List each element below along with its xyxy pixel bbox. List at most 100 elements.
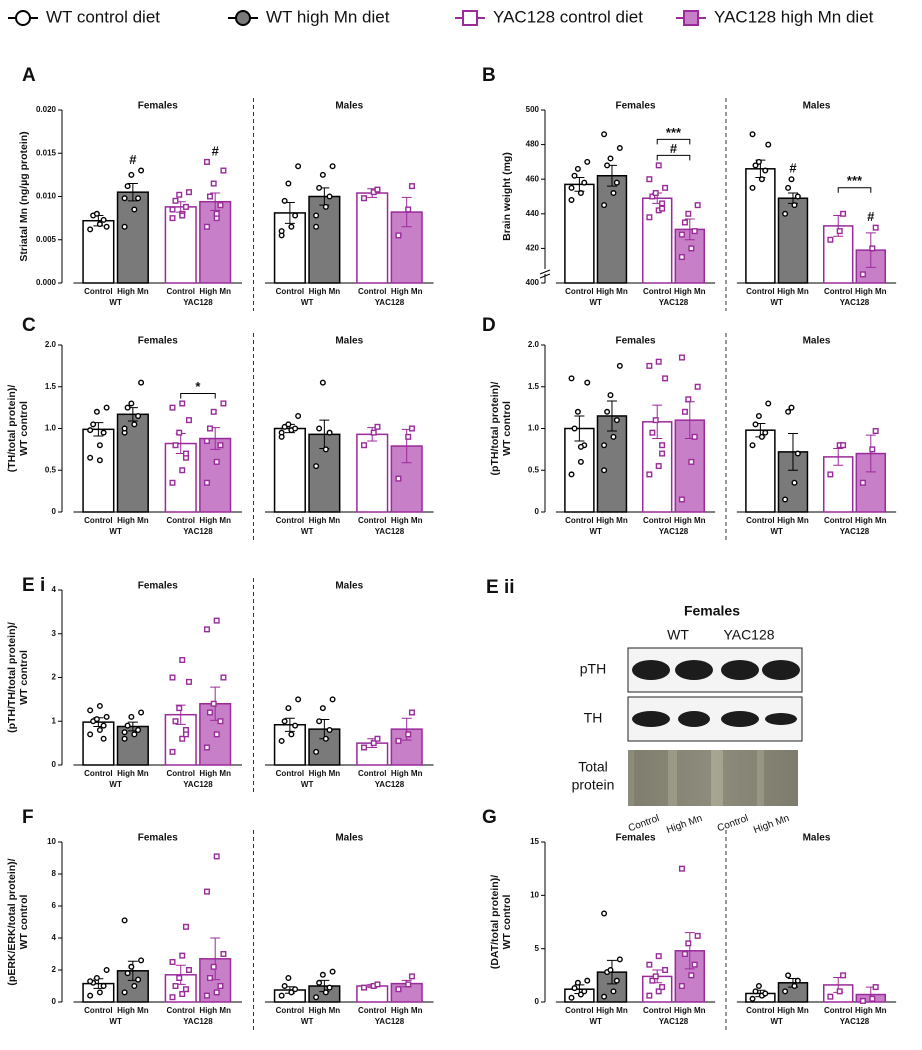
group-label: WT (301, 780, 314, 789)
data-point (601, 993, 608, 1000)
significance-label: # (789, 161, 797, 176)
data-point (788, 404, 795, 411)
data-point (135, 195, 142, 202)
y-tick-label: 420 (526, 244, 540, 253)
data-point (649, 193, 656, 200)
total-protein-lane (764, 750, 798, 806)
group-label: WT (109, 1017, 122, 1026)
data-point (678, 254, 685, 261)
data-point (601, 131, 608, 138)
data-point (405, 206, 412, 213)
data-point (169, 994, 176, 1001)
data-point (87, 731, 94, 738)
significance-bracket (837, 187, 872, 193)
data-point (607, 967, 614, 974)
significance-label: *** (666, 125, 682, 140)
data-point (217, 718, 224, 725)
data-point (103, 967, 110, 974)
data-point (128, 963, 135, 970)
data-point (329, 163, 336, 170)
data-point (688, 458, 695, 465)
group-label: YAC128 (375, 298, 405, 307)
data-point (128, 400, 135, 407)
data-point (121, 729, 128, 736)
data-point (96, 457, 103, 464)
data-point (93, 716, 100, 723)
data-point (360, 195, 367, 202)
data-point (749, 995, 756, 1002)
panel-label: D (482, 315, 496, 336)
x-tick-label: Control (84, 287, 112, 296)
data-point (374, 423, 381, 430)
data-point (292, 986, 299, 993)
data-point (121, 917, 128, 924)
data-point (694, 383, 701, 390)
y-tick-label: 0.015 (36, 148, 57, 157)
bar (164, 442, 197, 513)
data-point (765, 141, 772, 148)
data-point (869, 995, 876, 1002)
data-point (577, 458, 584, 465)
data-point (96, 702, 103, 709)
blot-row-label: protein (572, 777, 615, 793)
x-tick-label: High Mn (309, 516, 341, 525)
data-point (584, 379, 591, 386)
y-tick-label: 0 (52, 760, 57, 769)
data-point (749, 442, 756, 449)
data-point (836, 988, 843, 995)
y-axis-label: (pTH/total protein)/ (489, 381, 501, 475)
x-tick-label: Control (565, 287, 593, 296)
data-point (206, 975, 213, 982)
y-axis-label: Brain weight (mg) (501, 152, 513, 241)
data-point (610, 988, 617, 995)
data-point (785, 408, 792, 415)
lane-label: Control (627, 813, 661, 834)
section-title: Males (335, 336, 363, 347)
data-point (794, 450, 801, 457)
x-tick-label: Control (746, 287, 774, 296)
x-tick-label: Control (358, 769, 386, 778)
data-point (749, 131, 756, 138)
data-point (326, 193, 333, 200)
data-point (659, 205, 666, 212)
legend-marker (462, 10, 478, 26)
data-point (313, 223, 320, 230)
data-point (791, 479, 798, 486)
data-point (765, 400, 772, 407)
error-bar (787, 433, 798, 471)
data-point (374, 186, 381, 193)
legend-label: YAC128 control diet (493, 7, 643, 26)
data-point (758, 433, 765, 440)
data-point (295, 696, 302, 703)
data-point (762, 990, 769, 997)
data-point (131, 206, 138, 213)
data-point (220, 674, 227, 681)
x-tick-label: High Mn (391, 516, 423, 525)
data-point (213, 731, 220, 738)
data-point (210, 180, 217, 187)
data-point (278, 228, 285, 235)
section-title: Females (138, 581, 178, 592)
data-point (288, 989, 295, 996)
group-label: YAC128 (840, 1017, 870, 1026)
data-point (662, 375, 669, 382)
data-point (206, 193, 213, 200)
data-point (574, 165, 581, 172)
data-point (288, 223, 295, 230)
data-point (87, 454, 94, 461)
data-point (785, 184, 792, 191)
data-point (131, 731, 138, 738)
data-point (281, 983, 288, 990)
data-point (185, 967, 192, 974)
x-tick-label: Control (824, 287, 852, 296)
data-point (172, 718, 179, 725)
data-point (319, 971, 326, 978)
data-point (179, 657, 186, 664)
data-point (210, 700, 217, 707)
data-point (691, 433, 698, 440)
data-point (678, 865, 685, 872)
data-point (568, 375, 575, 382)
y-tick-label: 3 (52, 629, 57, 638)
data-point (179, 467, 186, 474)
significance-label: *** (847, 173, 863, 188)
